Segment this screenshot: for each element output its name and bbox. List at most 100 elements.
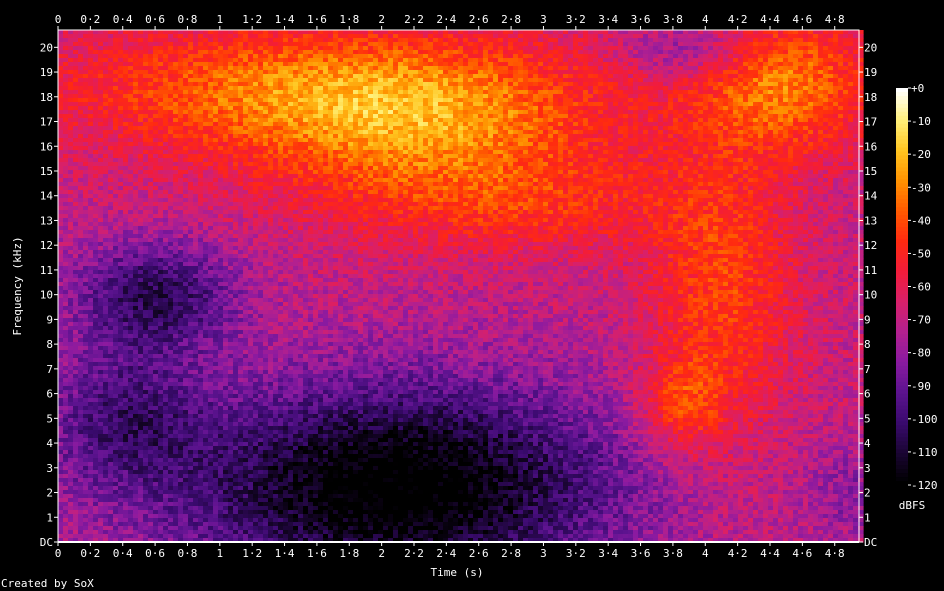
heatmap-cell	[163, 242, 169, 247]
heatmap-cell	[88, 422, 94, 427]
heatmap-cell	[108, 514, 114, 519]
heatmap-cell	[213, 358, 219, 363]
heatmap-cell	[243, 126, 249, 131]
heatmap-cell	[238, 490, 244, 495]
heatmap-cell	[228, 74, 234, 79]
heatmap-cell	[103, 506, 109, 511]
heatmap-cell	[173, 154, 179, 159]
heatmap-cell	[173, 414, 179, 419]
heatmap-cell	[203, 158, 209, 163]
heatmap-cell	[223, 202, 229, 207]
heatmap-cell	[133, 66, 139, 71]
heatmap-cell	[138, 518, 144, 523]
heatmap-cell	[238, 446, 244, 451]
heatmap-cell	[233, 234, 239, 239]
heatmap-cell	[168, 182, 174, 187]
heatmap-cell	[133, 298, 139, 303]
heatmap-cell	[228, 286, 234, 291]
heatmap-cell	[158, 358, 164, 363]
heatmap-cell	[93, 130, 99, 135]
heatmap-cell	[83, 510, 89, 515]
heatmap-cell	[208, 138, 214, 143]
heatmap-cell	[203, 150, 209, 155]
heatmap-cell	[198, 338, 204, 343]
heatmap-cell	[108, 486, 114, 491]
heatmap-cell	[63, 222, 69, 227]
heatmap-cell	[158, 210, 164, 215]
heatmap-cell	[138, 282, 144, 287]
heatmap-cell	[158, 42, 164, 47]
heatmap-cell	[73, 142, 79, 147]
heatmap-cell	[158, 318, 164, 323]
heatmap-cell	[223, 226, 229, 231]
heatmap-cell	[153, 370, 159, 375]
heatmap-cell	[58, 82, 64, 87]
heatmap-cell	[98, 206, 104, 211]
heatmap-cell	[188, 198, 194, 203]
heatmap-cell	[178, 286, 184, 291]
heatmap-cell	[153, 62, 159, 67]
heatmap-cell	[108, 210, 114, 215]
heatmap-cell	[228, 422, 234, 427]
heatmap-cell	[158, 54, 164, 59]
heatmap-cell	[143, 362, 149, 367]
heatmap-cell	[228, 142, 234, 147]
heatmap-cell	[218, 302, 224, 307]
heatmap-cell	[113, 298, 119, 303]
heatmap-cell	[83, 422, 89, 427]
heatmap-cell	[218, 502, 224, 507]
heatmap-cell	[208, 242, 214, 247]
heatmap-cell	[128, 450, 134, 455]
heatmap-cell	[248, 98, 254, 103]
heatmap-cell	[158, 218, 164, 223]
heatmap-cell	[208, 450, 214, 455]
heatmap-cell	[98, 194, 104, 199]
heatmap-cell	[153, 214, 159, 219]
heatmap-cell	[153, 414, 159, 419]
heatmap-cell	[188, 70, 194, 75]
heatmap-cell	[78, 242, 84, 247]
heatmap-cell	[143, 410, 149, 415]
heatmap-cell	[83, 134, 89, 139]
heatmap-cell	[138, 42, 144, 47]
heatmap-cell	[228, 146, 234, 151]
heatmap-cell	[238, 506, 244, 511]
heatmap-cell	[118, 470, 124, 475]
heatmap-cell	[183, 126, 189, 131]
heatmap-cell	[83, 414, 89, 419]
heatmap-cell	[238, 414, 244, 419]
heatmap-cell	[88, 506, 94, 511]
heatmap-cell	[198, 326, 204, 331]
heatmap-cell	[58, 330, 64, 335]
heatmap-cell	[83, 54, 89, 59]
heatmap-cell	[88, 290, 94, 295]
heatmap-cell	[218, 166, 224, 171]
heatmap-cell	[203, 166, 209, 171]
heatmap-cell	[243, 62, 249, 67]
heatmap-cell	[173, 514, 179, 519]
heatmap-cell	[163, 206, 169, 211]
heatmap-cell	[93, 518, 99, 523]
heatmap-cell	[128, 122, 134, 127]
heatmap-cell	[198, 222, 204, 227]
heatmap-cell	[178, 482, 184, 487]
heatmap-cell	[68, 54, 74, 59]
heatmap-cell	[123, 110, 129, 115]
heatmap-cell	[128, 166, 134, 171]
heatmap-cell	[138, 190, 144, 195]
heatmap-cell	[128, 278, 134, 283]
heatmap-cell	[88, 466, 94, 471]
heatmap-cell	[153, 310, 159, 315]
heatmap-cell	[118, 342, 124, 347]
heatmap-cell	[113, 90, 119, 95]
heatmap-cell	[83, 330, 89, 335]
heatmap-cell	[103, 462, 109, 467]
heatmap-cell	[138, 310, 144, 315]
heatmap-cell	[193, 418, 199, 423]
heatmap-cell	[208, 446, 214, 451]
heatmap-cell	[58, 98, 64, 103]
heatmap-cell	[148, 470, 154, 475]
heatmap-cell	[248, 134, 254, 139]
heatmap-cell	[153, 90, 159, 95]
heatmap-cell	[203, 418, 209, 423]
